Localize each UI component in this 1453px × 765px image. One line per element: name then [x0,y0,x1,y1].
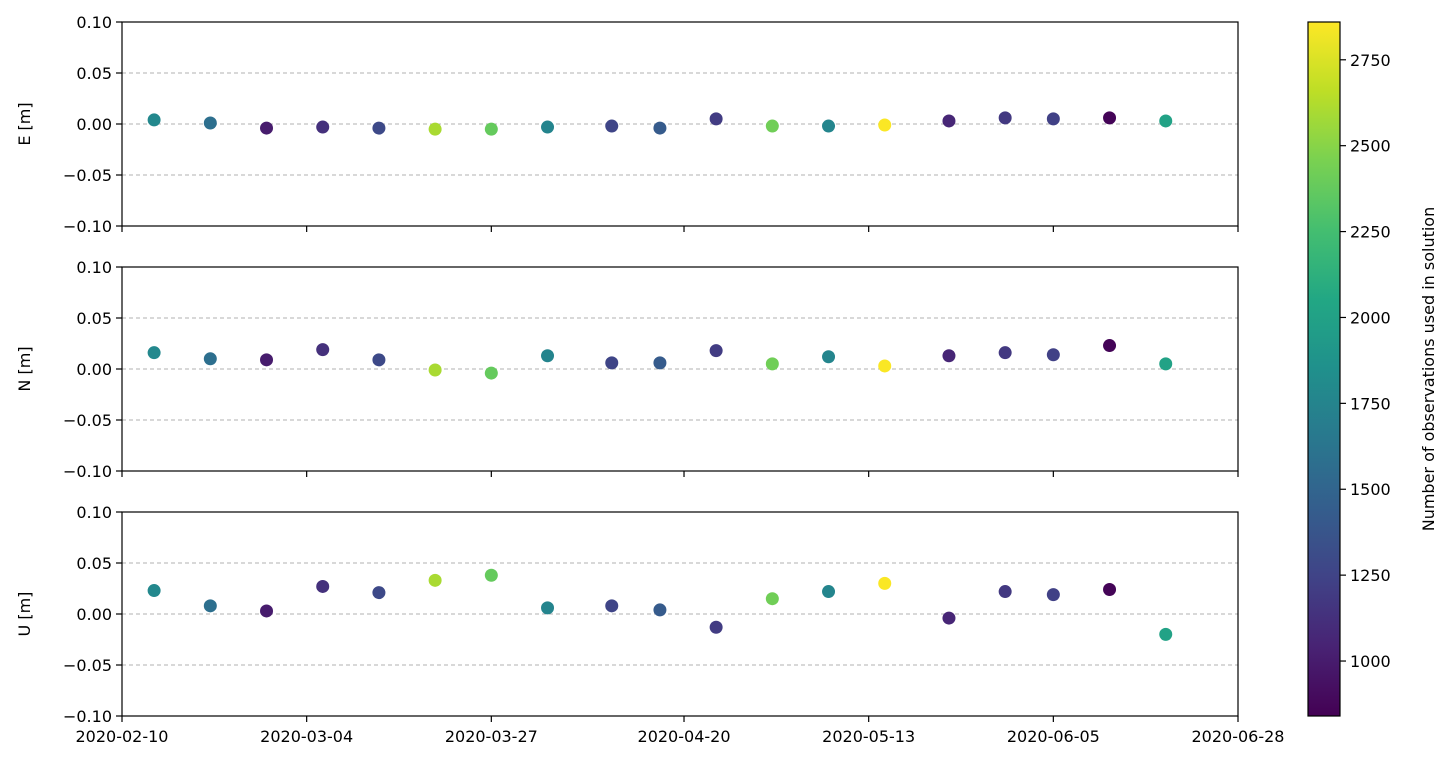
colorbar: 1000 1250 1500 1750 2000 2250 2500 2750 Number o… [1307,21,1438,717]
colorbar-tick-label: 1000 [1350,652,1391,671]
data-point [1046,348,1060,362]
data-point [765,357,779,371]
data-point [822,350,836,364]
colorbar-tick-label: 1500 [1350,480,1391,499]
y-axis-label: U [m] [15,592,34,637]
y-tick-label: 0.00 [76,115,112,134]
data-point [260,121,274,135]
y-tick-label: 0.05 [76,309,112,328]
data-point [372,121,386,135]
subplot-0: −0.10 −0.05 0.00 0.05 0.10 E [m] [15,13,1239,236]
data-point [428,363,442,377]
data-point [541,120,555,134]
data-point [372,353,386,367]
data-point [709,344,723,358]
data-point [541,349,555,363]
data-point [1103,111,1117,125]
y-tick-label: −0.10 [63,462,112,481]
data-point [942,349,956,363]
y-axis-label: E [m] [15,102,34,145]
data-point [709,112,723,126]
data-point [653,356,667,370]
subplot-2: −0.10 −0.05 0.00 0.05 0.10 2020-02-10 2020-03-… [15,503,1284,746]
data-point [709,620,723,634]
data-point [878,576,892,590]
y-tick-label: 0.10 [76,13,112,32]
data-point [260,353,274,367]
data-point [765,592,779,606]
data-point [203,599,217,613]
data-point [878,359,892,373]
data-point [998,585,1012,599]
y-tick-label: 0.05 [76,554,112,573]
colorbar-tick-label: 2500 [1350,137,1391,156]
subplots: −0.10 −0.05 0.00 0.05 0.10 E [m] −0.10 −0.05 0.0… [15,13,1284,746]
data-point [203,352,217,366]
y-tick-label: −0.05 [63,411,112,430]
data-point [541,601,555,615]
data-point [203,116,217,130]
colorbar-tick-label: 1250 [1350,566,1391,585]
y-axis-label: N [m] [15,346,34,391]
x-tick-label: 2020-06-05 [1007,727,1100,746]
x-tick-label: 2020-04-20 [638,727,731,746]
colorbar-gradient [1307,21,1341,717]
colorbar-tick-label: 2000 [1350,308,1391,327]
data-point [428,573,442,587]
data-point [822,585,836,599]
colorbar-tick-label: 2750 [1350,51,1391,70]
x-tick-label: 2020-03-04 [260,727,353,746]
colorbar-tick-label: 1750 [1350,394,1391,413]
data-point [316,579,330,593]
x-tick-label: 2020-06-28 [1192,727,1285,746]
y-tick-label: −0.05 [63,166,112,185]
data-point [765,119,779,133]
data-point [1103,583,1117,597]
data-point [998,346,1012,360]
y-tick-label: −0.10 [63,217,112,236]
y-tick-label: −0.05 [63,656,112,675]
colorbar-tick-label: 2250 [1350,223,1391,242]
data-point [605,119,619,133]
data-point [942,114,956,128]
data-point [260,604,274,618]
data-point [878,118,892,132]
data-point [147,113,161,127]
y-tick-label: 0.10 [76,503,112,522]
data-point [484,568,498,582]
data-point [1046,588,1060,602]
x-tick-label: 2020-02-10 [76,727,169,746]
data-point [605,356,619,370]
subplot-1: −0.10 −0.05 0.00 0.05 0.10 N [m] [15,258,1239,481]
data-point [1103,339,1117,353]
y-tick-label: 0.10 [76,258,112,277]
data-point [998,111,1012,125]
data-point [1159,357,1173,371]
data-point [1046,112,1060,126]
y-tick-label: −0.10 [63,707,112,726]
data-point [1159,627,1173,641]
data-point [316,343,330,357]
y-tick-label: 0.05 [76,64,112,83]
data-point [147,584,161,598]
x-tick-label: 2020-03-27 [445,727,538,746]
data-point [316,120,330,134]
x-tick-label: 2020-05-13 [822,727,915,746]
data-point [942,611,956,625]
data-point [1159,114,1173,128]
data-point [484,122,498,136]
data-point [147,346,161,360]
data-point [653,603,667,617]
data-point [484,366,498,380]
data-point [822,119,836,133]
colorbar-label: Number of observations used in solution [1419,207,1438,532]
y-tick-label: 0.00 [76,360,112,379]
data-point [605,599,619,613]
y-tick-label: 0.00 [76,605,112,624]
data-point [428,122,442,136]
data-point [372,586,386,600]
data-point [653,121,667,135]
